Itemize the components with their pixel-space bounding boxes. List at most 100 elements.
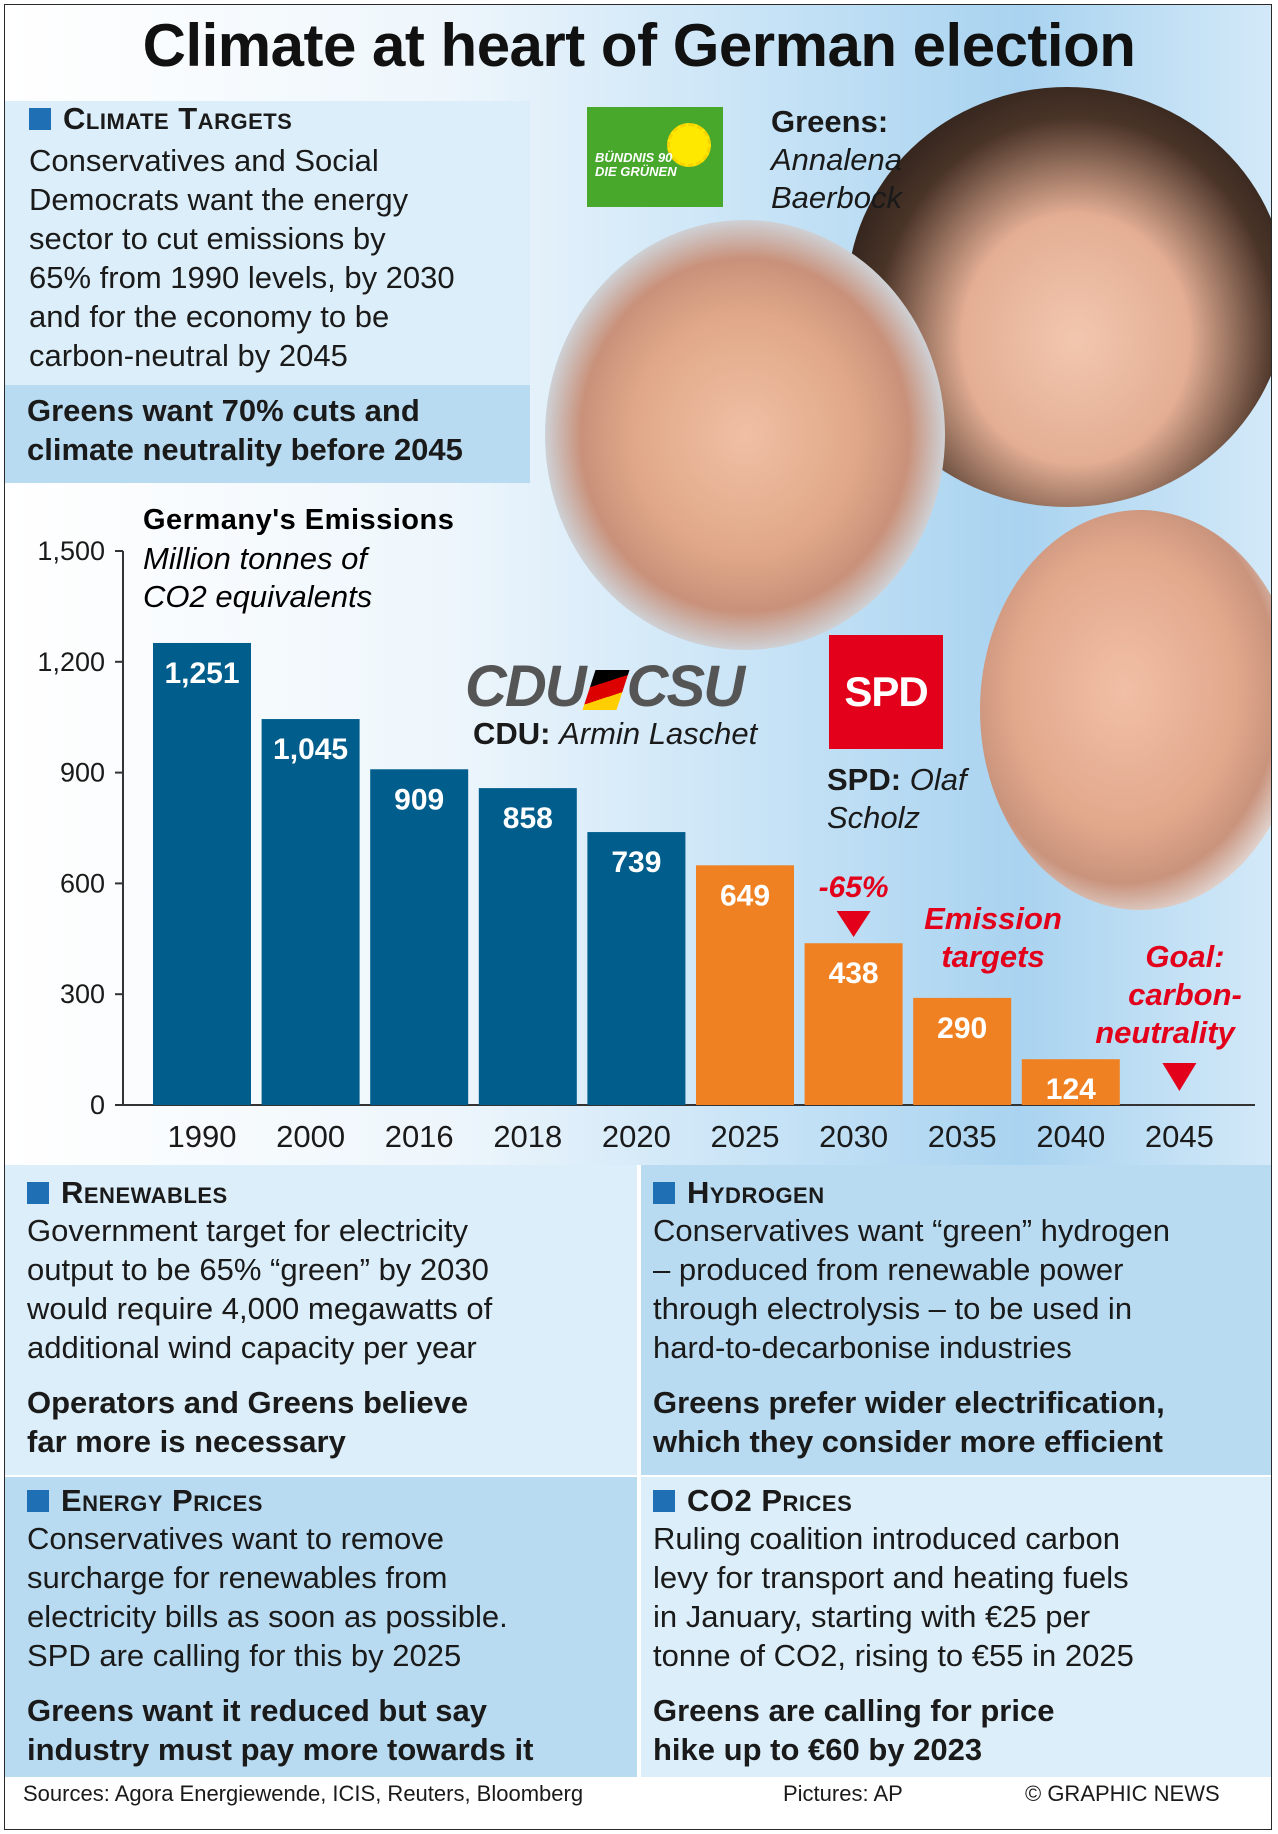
highlight-line: which they consider more efficient bbox=[653, 1424, 1163, 1459]
text-line: sector to cut emissions by bbox=[29, 221, 386, 256]
csu-logo-text: CSU bbox=[626, 654, 745, 719]
bar-value-label: 438 bbox=[829, 957, 879, 990]
bar-value-label: 1,251 bbox=[164, 657, 239, 690]
co2-prices-panel bbox=[641, 1477, 1271, 1777]
text-line: through electrolysis – to be used in bbox=[653, 1291, 1133, 1326]
highlight-line: Greens are calling for price bbox=[653, 1693, 1055, 1728]
energy-prices-text: Conservatives want to remove surcharge f… bbox=[27, 1519, 508, 1675]
text-line: in January, starting with €25 per bbox=[653, 1599, 1091, 1634]
section-square-icon bbox=[27, 1490, 49, 1512]
section-square-icon bbox=[653, 1182, 675, 1204]
renewables-panel bbox=[5, 1165, 637, 1475]
x-tick-label: 2018 bbox=[493, 1119, 562, 1154]
text-line: Conservatives and Social bbox=[29, 143, 379, 178]
infographic-frame: Climate at heart of German election Clim… bbox=[4, 4, 1272, 1830]
greens-name: Baerbock bbox=[771, 180, 902, 215]
text-line: SPD are calling for this by 2025 bbox=[27, 1638, 462, 1673]
text-line: surcharge for renewables from bbox=[27, 1560, 448, 1595]
x-tick-label: 1990 bbox=[168, 1119, 237, 1154]
co2-prices-text: Ruling coalition introduced carbon levy … bbox=[653, 1519, 1134, 1675]
energy-prices-panel bbox=[5, 1477, 637, 1777]
annotation-goal: carbon- bbox=[1128, 977, 1242, 1012]
text-line: Government target for electricity bbox=[27, 1213, 469, 1248]
text-line: would require 4,000 megawatts of bbox=[27, 1291, 493, 1326]
greens-caption: Greens: Annalena Baerbock bbox=[771, 103, 902, 217]
cdu-label: CDU: bbox=[473, 716, 551, 751]
hydrogen-highlight: Greens prefer wider electrification, whi… bbox=[653, 1383, 1165, 1461]
cdu-logo-text: CDU bbox=[465, 654, 587, 719]
text-line: 65% from 1990 levels, by 2030 bbox=[29, 260, 455, 295]
x-tick-label: 2045 bbox=[1145, 1119, 1214, 1154]
climate-targets-highlight-strip bbox=[5, 385, 530, 483]
highlight-line: climate neutrality before 2045 bbox=[27, 432, 463, 467]
renewables-highlight: Operators and Greens believe far more is… bbox=[27, 1383, 468, 1461]
climate-targets-highlight: Greens want 70% cuts and climate neutral… bbox=[27, 391, 463, 469]
y-tick-label: 1,500 bbox=[37, 536, 105, 566]
photo-laschet bbox=[545, 220, 945, 650]
page-title: Climate at heart of German election bbox=[142, 12, 1136, 79]
spd-name: Scholz bbox=[827, 800, 921, 835]
bar bbox=[587, 832, 686, 1105]
spd-name: Olaf bbox=[909, 762, 967, 797]
spd-logo: SPD bbox=[829, 635, 943, 749]
climate-targets-text: Conservatives and Social Democrats want … bbox=[29, 141, 455, 375]
text-line: and for the economy to be bbox=[29, 299, 390, 334]
bar-value-label: 124 bbox=[1046, 1073, 1096, 1106]
renewables-heading: Renewables bbox=[27, 1175, 228, 1211]
logo-line: BÜNDNIS 90 bbox=[595, 150, 673, 165]
bar bbox=[370, 769, 469, 1105]
highlight-line: industry must pay more towards it bbox=[27, 1732, 534, 1767]
annotation-emission-targets: Emission bbox=[924, 901, 1062, 936]
chart-title: Germany's Emissions bbox=[143, 504, 454, 536]
bar-value-label: 739 bbox=[611, 846, 661, 879]
x-tick-label: 2030 bbox=[819, 1119, 888, 1154]
hydrogen-text: Conservatives want “green” hydrogen – pr… bbox=[653, 1211, 1170, 1367]
highlight-line: Operators and Greens believe bbox=[27, 1385, 469, 1420]
section-square-icon bbox=[653, 1490, 675, 1512]
graphic-news-credit: © GRAPHIC NEWS bbox=[1025, 1781, 1220, 1806]
text-line: Ruling coalition introduced carbon bbox=[653, 1521, 1121, 1556]
annotation-goal: neutrality bbox=[1095, 1015, 1236, 1050]
down-arrow-icon bbox=[1162, 1063, 1197, 1091]
y-tick-label: 600 bbox=[60, 868, 105, 898]
energy-prices-heading: Energy Prices bbox=[27, 1483, 263, 1519]
x-tick-label: 2025 bbox=[711, 1119, 780, 1154]
highlight-line: far more is necessary bbox=[27, 1424, 346, 1459]
text-line: hard-to-decarbonise industries bbox=[653, 1330, 1072, 1365]
annotation-goal: Goal: bbox=[1145, 939, 1224, 974]
bar-value-label: 858 bbox=[503, 802, 553, 835]
sources-note: Sources: Agora Energiewende, ICIS, Reute… bbox=[23, 1781, 584, 1806]
photo-scholz bbox=[980, 510, 1271, 910]
highlight-line: Greens want 70% cuts and bbox=[27, 393, 420, 428]
bar-value-label: 290 bbox=[937, 1012, 987, 1045]
y-tick-label: 0 bbox=[90, 1090, 105, 1120]
cdu-name: Armin Laschet bbox=[559, 716, 758, 751]
greens-logo-text: BÜNDNIS 90 DIE GRÜNEN bbox=[595, 151, 677, 179]
x-tick-label: 2035 bbox=[928, 1119, 997, 1154]
chart-subtitle: Million tonnes of bbox=[143, 541, 370, 576]
text-line: levy for transport and heating fuels bbox=[653, 1560, 1129, 1595]
highlight-line: Greens want it reduced but say bbox=[27, 1693, 487, 1728]
text-line: Conservatives want “green” hydrogen bbox=[653, 1213, 1170, 1248]
co2-prices-heading: CO2 Prices bbox=[653, 1483, 852, 1519]
x-tick-label: 2020 bbox=[602, 1119, 671, 1154]
section-square-icon bbox=[29, 108, 51, 130]
greens-label: Greens: bbox=[771, 104, 889, 139]
climate-targets-heading: Climate Targets bbox=[29, 101, 292, 137]
renewables-text: Government target for electricity output… bbox=[27, 1211, 492, 1367]
bar-value-label: 649 bbox=[720, 879, 770, 912]
annotation-minus65: -65% bbox=[819, 871, 889, 904]
section-square-icon bbox=[27, 1182, 49, 1204]
bar-value-label: 909 bbox=[394, 783, 444, 816]
bar bbox=[1021, 1059, 1120, 1105]
pictures-credit: Pictures: AP bbox=[783, 1781, 903, 1806]
chart-subtitle: CO2 equivalents bbox=[143, 579, 372, 614]
x-tick-label: 2000 bbox=[276, 1119, 345, 1154]
text-line: output to be 65% “green” by 2030 bbox=[27, 1252, 489, 1287]
x-tick-label: 2040 bbox=[1036, 1119, 1105, 1154]
bar-value-label: 1,045 bbox=[273, 733, 348, 766]
spd-caption: SPD: Olaf Scholz bbox=[827, 761, 967, 837]
hydrogen-panel bbox=[641, 1165, 1271, 1475]
logo-line: DIE GRÜNEN bbox=[595, 164, 677, 179]
bar bbox=[153, 642, 251, 1105]
